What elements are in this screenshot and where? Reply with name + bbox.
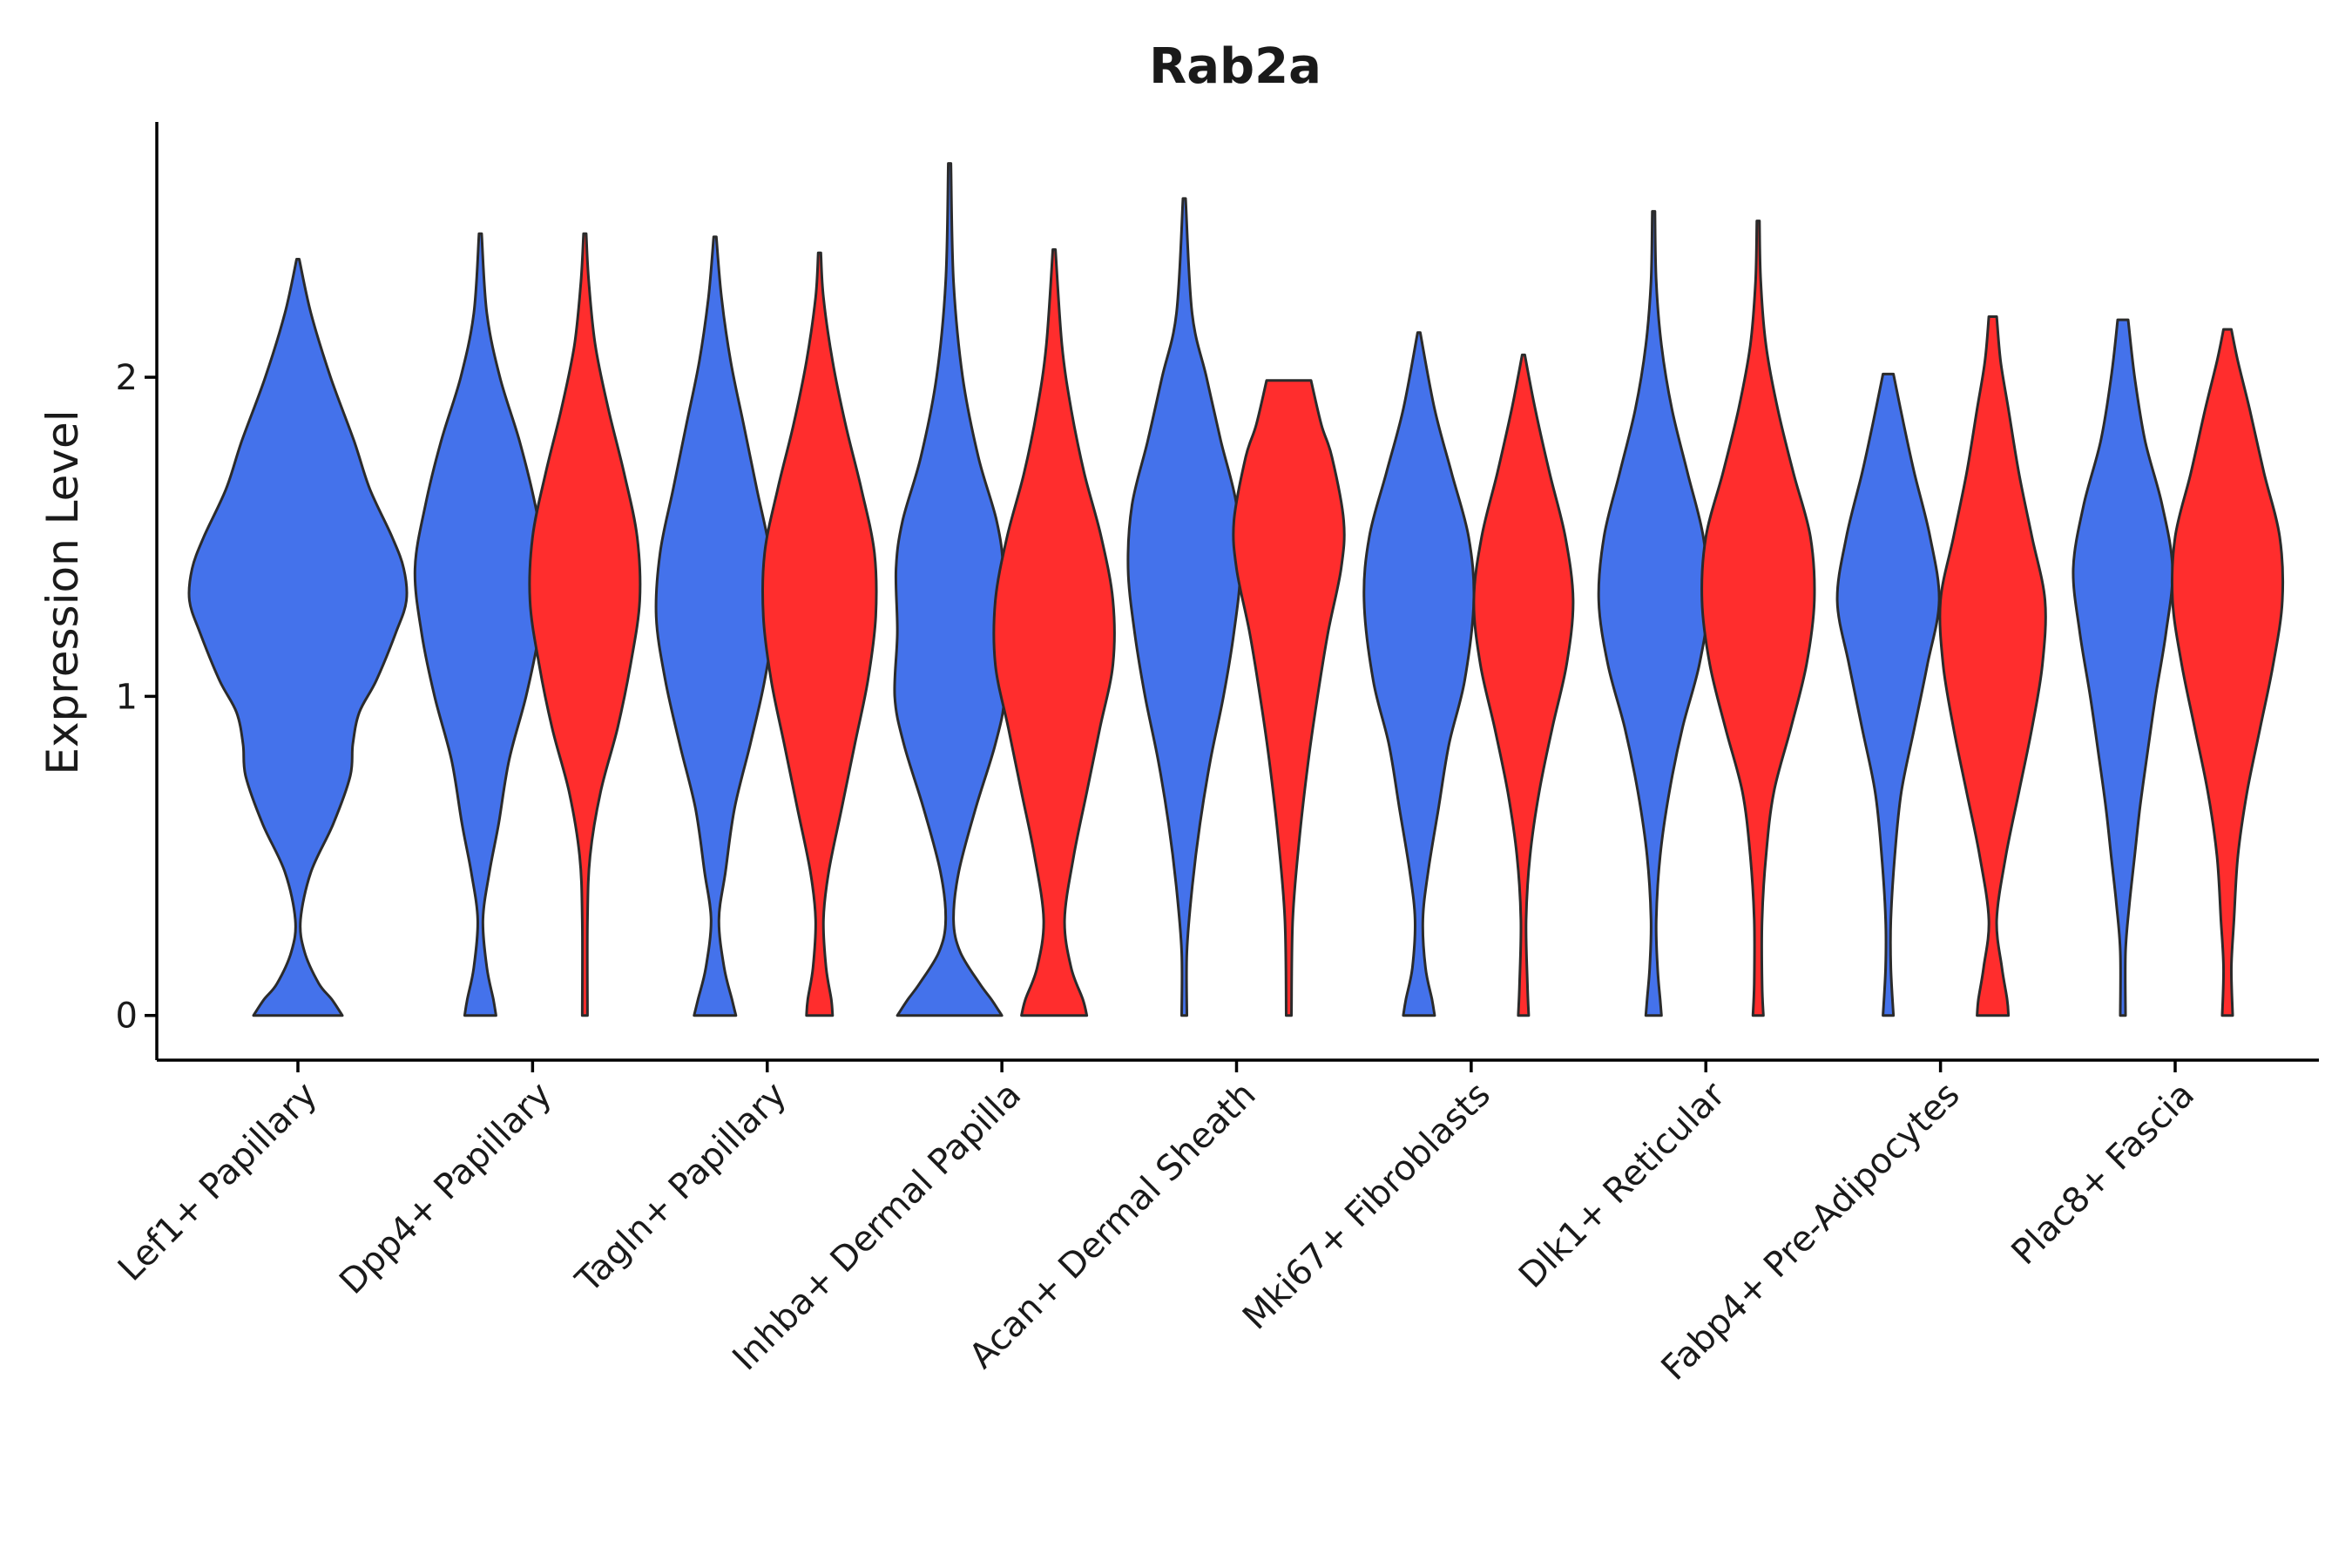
violin-lef1-papillary-group-1 (187, 258, 409, 1017)
violin-acan-dermal-sheath-group-2 (1232, 379, 1346, 1017)
violins-layer (187, 162, 2285, 1017)
violin-dpp4-papillary-group-2 (528, 232, 642, 1017)
x-tick-label-lef1-papillary: Lef1+ Papillary (111, 1075, 325, 1289)
violin-mki67-fibroblasts-group-1 (1362, 331, 1476, 1017)
violin-fabp4-pre-adipocytes-group-1 (1835, 372, 1941, 1017)
x-tick-label-dlk1-reticular: Dlk1+ Reticular (1511, 1074, 1734, 1296)
y-tick-label-1: 1 (116, 677, 138, 717)
violin-dpp4-papillary-group-1 (413, 232, 547, 1017)
violin-dlk1-reticular-group-2 (1700, 220, 1816, 1017)
violin-tagln-papillary-group-2 (760, 251, 878, 1017)
violin-dlk1-reticular-group-1 (1597, 210, 1710, 1017)
chart-title: Rab2a (1149, 38, 1321, 95)
violin-plac8-fascia-group-2 (2170, 328, 2285, 1017)
y-axis-label: Expression Level (37, 409, 88, 774)
violin-mki67-fibroblasts-group-2 (1472, 353, 1575, 1017)
x-tick-label-plac8-fascia: Plac8+ Fascia (2004, 1075, 2203, 1274)
violin-plac8-fascia-group-1 (2072, 318, 2174, 1017)
y-tick-label-0: 0 (116, 997, 138, 1037)
violin-acan-dermal-sheath-group-1 (1126, 197, 1242, 1017)
x-tick-label-dpp4-papillary: Dpp4+ Papillary (332, 1075, 559, 1302)
violin-fabp4-pre-adipocytes-group-2 (1938, 315, 2047, 1017)
violin-inhba-dermal-papilla-group-1 (893, 162, 1006, 1017)
y-tick-label-2: 2 (116, 358, 138, 398)
x-tick-label-tagln-papillary: Tagln+ Papillary (568, 1075, 794, 1301)
x-tick-label-mki67-fibroblasts: Mki67+ Fibroblasts (1235, 1075, 1498, 1338)
violin-inhba-dermal-papilla-group-2 (992, 248, 1116, 1017)
violin-tagln-papillary-group-1 (654, 235, 776, 1017)
